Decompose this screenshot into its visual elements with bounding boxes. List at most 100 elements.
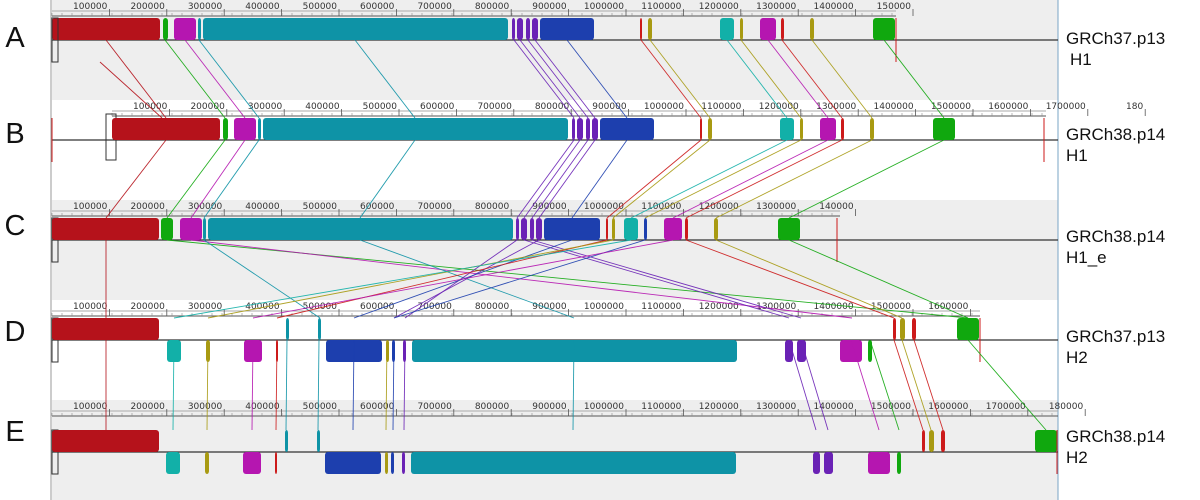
ruler-tick-label: 200000 bbox=[130, 202, 165, 212]
lcb-purple-block bbox=[530, 218, 534, 240]
lcb-crimson-block bbox=[893, 318, 896, 340]
ruler-tick-label: 1100000 bbox=[641, 202, 681, 212]
lcb-red-block bbox=[52, 430, 159, 452]
lcb-connector-line bbox=[207, 239, 614, 319]
lcb-olive-block bbox=[870, 118, 874, 140]
ruler-tick-label: 800000 bbox=[475, 2, 510, 12]
ruler-tick-label: 1600000 bbox=[928, 402, 968, 412]
lcb-red-block bbox=[52, 218, 159, 240]
track-letter-d: D bbox=[4, 316, 26, 348]
lcb-red-block bbox=[112, 118, 220, 140]
ruler-tick-label: 800000 bbox=[475, 402, 510, 412]
lcb-connector-line bbox=[811, 39, 873, 119]
ruler-tick-label: 500000 bbox=[303, 302, 338, 312]
ruler-tick-label: 300000 bbox=[248, 102, 283, 112]
ruler-tick-label: 1100000 bbox=[701, 102, 741, 112]
lcb-green-block bbox=[163, 18, 168, 40]
lcb-connector-line bbox=[606, 139, 702, 219]
track-panel bbox=[52, 0, 1058, 100]
ruler-tick-label: 200000 bbox=[130, 2, 165, 12]
lcb-connector-line bbox=[392, 339, 395, 431]
lcb-blue-block bbox=[600, 118, 654, 140]
ruler-tick-label: 1200000 bbox=[699, 2, 739, 12]
lcb-connector-line bbox=[672, 139, 829, 219]
lcb-connector-line bbox=[644, 139, 802, 219]
lcb-olive-block bbox=[648, 18, 652, 40]
ruler-tick-label: 300000 bbox=[188, 402, 223, 412]
ruler-tick-label: 100000 bbox=[73, 202, 108, 212]
lcb-connector-line bbox=[105, 39, 167, 119]
lcb-purple-block bbox=[532, 18, 538, 40]
lcb-connector-line bbox=[393, 239, 540, 319]
ruler-tick-label: 1500000 bbox=[871, 402, 911, 412]
ruler-tick-label: 1400000 bbox=[874, 102, 914, 112]
lcb-connector-line bbox=[534, 39, 596, 119]
lcb-red-block bbox=[52, 318, 159, 340]
lcb-olive-block bbox=[714, 218, 718, 240]
lcb-connector-line bbox=[172, 339, 175, 431]
lcb-connector-line bbox=[164, 39, 226, 119]
lcb-connector-line bbox=[612, 139, 711, 219]
track-label-c: GRCh38.p14 H1_e bbox=[1066, 226, 1165, 268]
lcb-connector-line bbox=[203, 139, 260, 219]
lcb-connector-line bbox=[523, 239, 790, 319]
ruler-tick-label: 1400000 bbox=[814, 2, 854, 12]
ruler-tick-label: 700000 bbox=[477, 102, 512, 112]
lcb-connector-line bbox=[913, 339, 944, 431]
lcb-connector-line bbox=[275, 339, 278, 431]
lcb-magenta-block bbox=[868, 452, 890, 474]
lcb-connector-line bbox=[967, 339, 1047, 431]
assembly-name: GRCh38.p14 bbox=[1066, 227, 1166, 246]
lcb-connector-line bbox=[531, 139, 589, 219]
lcb-olive-block bbox=[740, 18, 743, 40]
lcb-blue-block bbox=[644, 218, 647, 240]
lcb-connector-line bbox=[715, 139, 873, 219]
ruler-tick-label: 900000 bbox=[532, 202, 567, 212]
ruler-tick-label: 100000 bbox=[73, 402, 108, 412]
lcb-magenta-block bbox=[820, 118, 836, 140]
lcb-red-block bbox=[52, 18, 160, 40]
lcb-teal-block bbox=[285, 430, 288, 452]
ruler-tick-label: 300000 bbox=[188, 2, 223, 12]
lcb-connector-line bbox=[788, 139, 945, 219]
lcb-crimson-block bbox=[606, 218, 608, 240]
lcb-olive-block bbox=[708, 118, 712, 140]
lcb-magenta-block bbox=[234, 118, 256, 140]
lcb-teal-block bbox=[203, 18, 508, 40]
lcb-crimson-block bbox=[275, 452, 277, 474]
lcb-connector-line bbox=[198, 39, 260, 119]
lcb-magenta-block bbox=[664, 218, 682, 240]
lcb-connector-line bbox=[354, 39, 416, 119]
ruler-tick-label: 600000 bbox=[420, 102, 455, 112]
ruler-tick-label: 180000 bbox=[1049, 402, 1084, 412]
lcb-connector-line bbox=[516, 139, 575, 219]
lcb-purple-block bbox=[536, 218, 542, 240]
lcb-crimson-block bbox=[841, 118, 844, 140]
lcb-connector-line bbox=[649, 39, 711, 119]
lcb-purple-block bbox=[402, 452, 405, 474]
lcb-connector-line bbox=[519, 39, 581, 119]
lcb-connector-line bbox=[513, 39, 575, 119]
lcb-connector-line bbox=[385, 339, 388, 431]
ruler-tick-label: 1600000 bbox=[988, 102, 1028, 112]
ruler-tick-label: 400000 bbox=[245, 2, 280, 12]
lcb-connector-line bbox=[781, 39, 843, 119]
lcb-purple-block bbox=[797, 340, 806, 362]
ruler-tick-label: 700000 bbox=[417, 302, 452, 312]
ruler-tick-label: 1300000 bbox=[816, 102, 856, 112]
lcb-purple-block bbox=[813, 452, 820, 474]
ruler-tick-label: 1100000 bbox=[641, 302, 681, 312]
lcb-connector-line bbox=[403, 339, 406, 431]
ruler-tick-label: 200000 bbox=[190, 102, 225, 112]
track-label-a: GRCh37.p13 H1 bbox=[1066, 28, 1165, 70]
ruler-tick-label: 600000 bbox=[360, 302, 395, 312]
ruler-tick-label: 1200000 bbox=[699, 202, 739, 212]
haplotype-name: H1_e bbox=[1066, 248, 1107, 267]
lcb-teal-block bbox=[263, 118, 568, 140]
lcb-connector-line bbox=[203, 239, 321, 319]
lcb-connector-line bbox=[571, 139, 628, 219]
lcb-green-block bbox=[161, 218, 173, 240]
track-start-marker bbox=[51, 17, 59, 63]
lcb-blue-block bbox=[544, 218, 600, 240]
lcb-purple-block bbox=[526, 18, 530, 40]
